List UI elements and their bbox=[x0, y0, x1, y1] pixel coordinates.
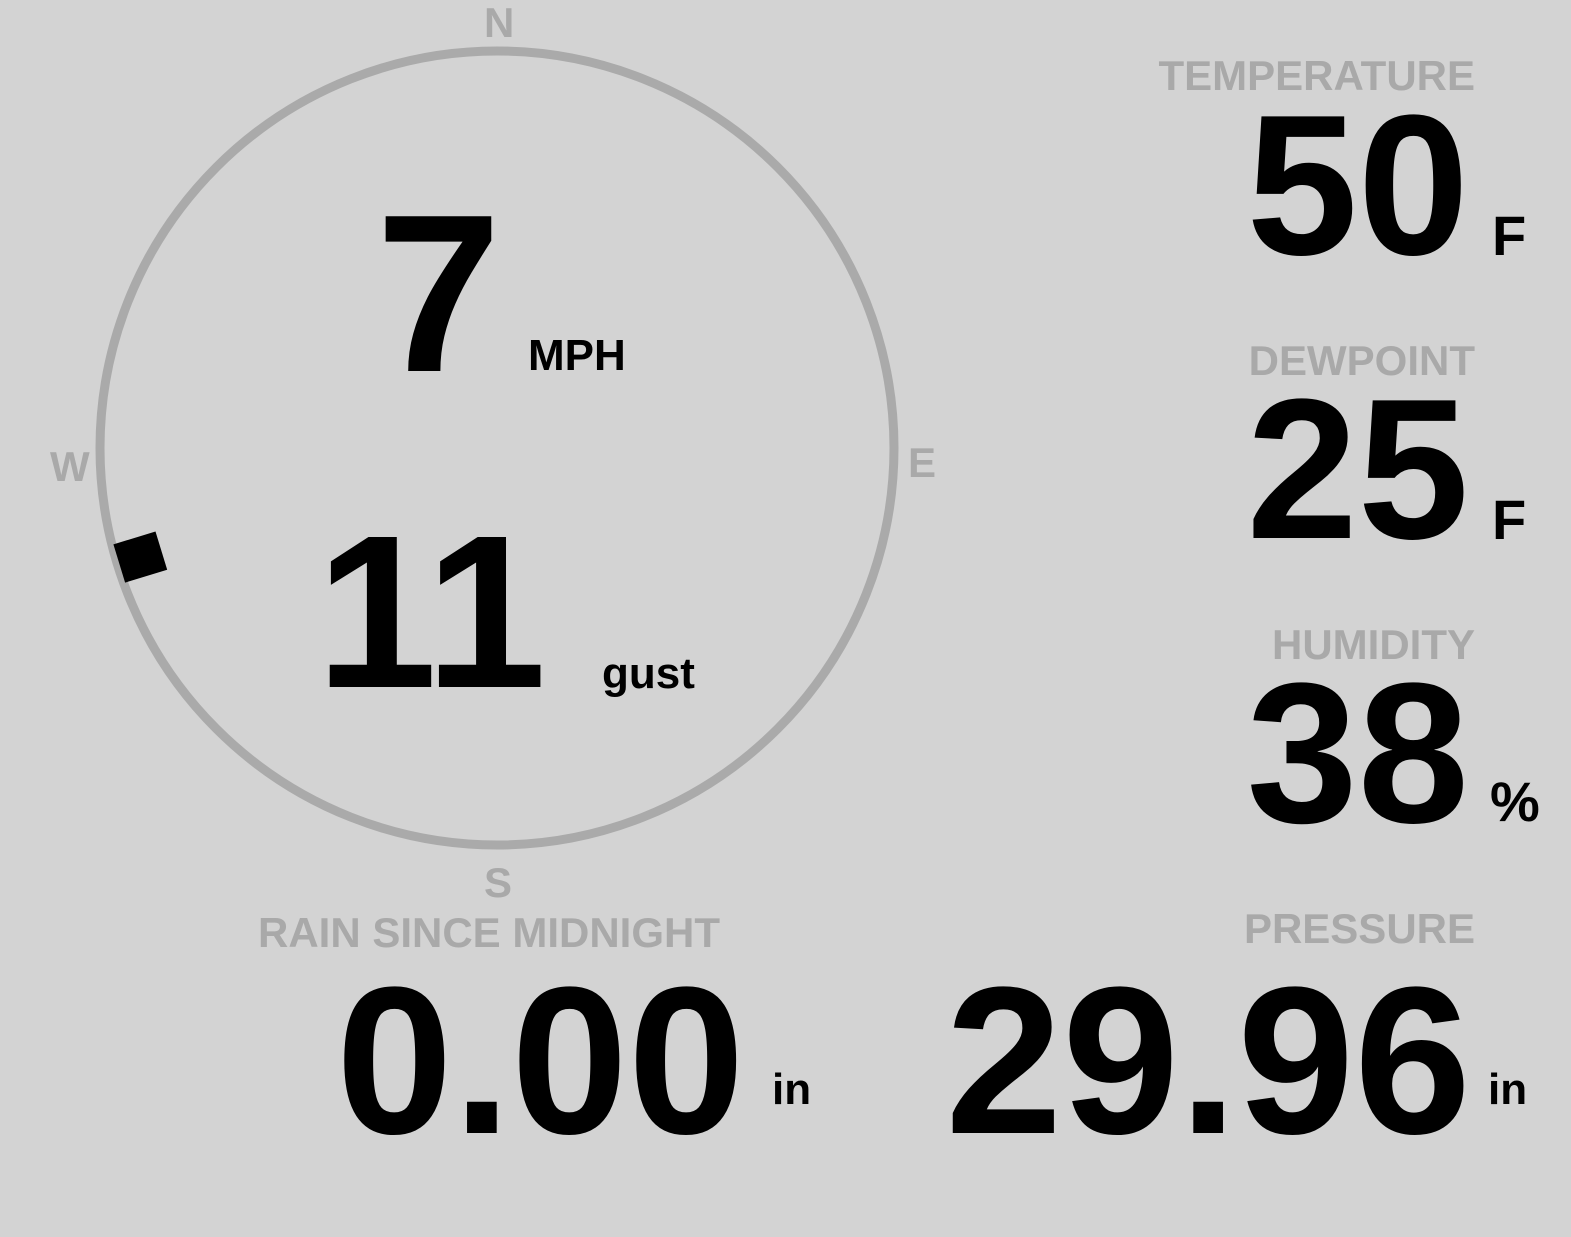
wind-compass bbox=[95, 46, 899, 850]
wind-direction-marker bbox=[113, 531, 168, 583]
dewpoint-label: DEWPOINT bbox=[1248, 337, 1475, 384]
pressure-value: 29.96 bbox=[945, 943, 1471, 1178]
rain-value: 0.00 bbox=[336, 943, 745, 1178]
dewpoint-unit: F bbox=[1492, 488, 1527, 551]
temperature-value: 50 bbox=[1246, 74, 1469, 297]
compass-n: N bbox=[484, 0, 515, 46]
compass-e: E bbox=[908, 439, 937, 486]
rain-label: RAIN SINCE MIDNIGHT bbox=[258, 909, 720, 956]
rain-unit: in bbox=[772, 1065, 812, 1114]
temperature-unit: F bbox=[1492, 204, 1527, 267]
temperature-label: TEMPERATURE bbox=[1158, 52, 1475, 99]
humidity-value: 38 bbox=[1246, 642, 1469, 865]
humidity-label: HUMIDITY bbox=[1272, 621, 1475, 668]
humidity-unit: % bbox=[1490, 770, 1540, 833]
compass-w: W bbox=[50, 443, 90, 490]
wind-speed-unit: MPH bbox=[528, 331, 626, 380]
compass-s: S bbox=[484, 859, 513, 906]
pressure-unit: in bbox=[1488, 1065, 1528, 1114]
wind-gust-unit: gust bbox=[602, 649, 695, 698]
compass-ring bbox=[95, 46, 899, 850]
pressure-label: PRESSURE bbox=[1243, 905, 1475, 952]
wind-speed-value: 7 bbox=[376, 167, 502, 419]
wind-gust-value: 11 bbox=[316, 491, 547, 734]
dewpoint-value: 25 bbox=[1246, 358, 1469, 581]
